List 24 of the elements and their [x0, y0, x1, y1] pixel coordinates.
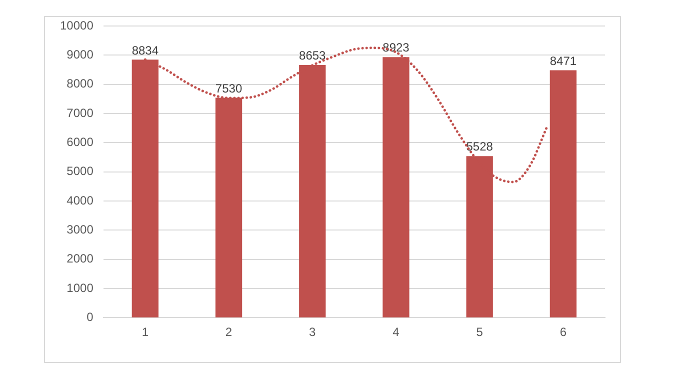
data-label: 5528	[466, 140, 494, 154]
x-tick-label: 2	[225, 325, 232, 340]
data-label: 7530	[215, 81, 242, 96]
y-tick-label: 3000	[66, 222, 94, 236]
y-tick-label: 4000	[66, 193, 94, 208]
y-tick-label: 10000	[60, 18, 94, 32]
x-tick-label: 6	[560, 325, 567, 340]
y-tick-label: 0	[86, 310, 94, 324]
x-tick-label: 3	[309, 325, 316, 340]
y-tick-label: 8000	[66, 76, 94, 91]
data-label: 8471	[550, 54, 577, 68]
x-tick-label: 4	[392, 325, 400, 340]
y-tick-label: 7000	[66, 106, 94, 120]
data-label: 8653	[299, 48, 326, 63]
y-tick-label: 6000	[66, 134, 94, 149]
data-label: 8923	[382, 40, 410, 55]
y-tick-label: 2000	[66, 252, 94, 266]
data-label: 8834	[132, 43, 159, 58]
y-tick-label: 9000	[66, 47, 94, 62]
bar	[550, 70, 577, 318]
y-tick-label: 5000	[66, 164, 94, 178]
y-tick-label: 1000	[66, 280, 94, 295]
x-tick-label: 1	[142, 325, 149, 340]
x-tick-label: 5	[476, 325, 484, 340]
